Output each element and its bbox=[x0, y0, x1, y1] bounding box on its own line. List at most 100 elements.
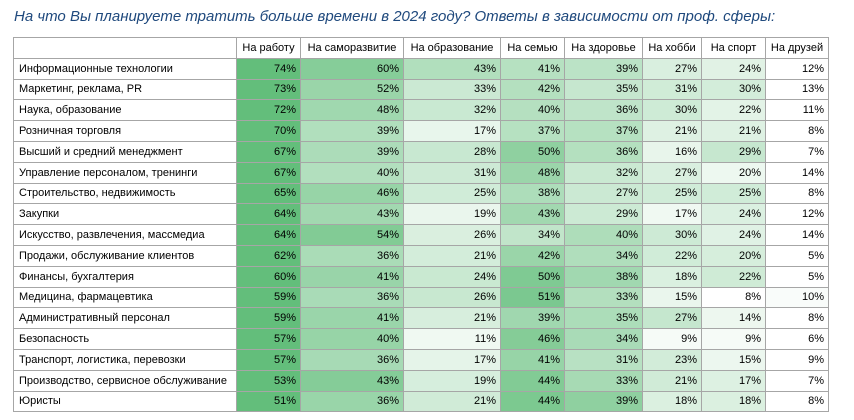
value-cell: 16% bbox=[642, 140, 702, 163]
value-cell: 17% bbox=[403, 348, 501, 371]
row-label: Закупки bbox=[13, 203, 237, 226]
table-row: Наука, образование 72% 48% 32% 40% 36% 30% 22% 1… bbox=[13, 99, 829, 122]
value-cell: 11% bbox=[403, 328, 501, 350]
corner-cell bbox=[13, 37, 237, 59]
column-header: На хобби bbox=[642, 37, 702, 59]
row-label: Продажи, обслуживание клиентов bbox=[13, 244, 237, 267]
value-cell: 25% bbox=[701, 182, 766, 205]
value-cell: 46% bbox=[500, 328, 565, 350]
value-cell: 39% bbox=[564, 57, 643, 80]
value-cell: 22% bbox=[701, 99, 766, 122]
value-cell: 43% bbox=[403, 57, 501, 80]
column-header: На работу bbox=[236, 37, 301, 59]
value-cell: 5% bbox=[765, 244, 829, 267]
value-cell: 24% bbox=[701, 224, 766, 246]
value-cell: 39% bbox=[300, 140, 404, 163]
value-cell: 41% bbox=[300, 307, 404, 330]
row-label: Искусство, развлечения, массмедиа bbox=[13, 224, 237, 246]
value-cell: 24% bbox=[701, 57, 766, 80]
value-cell: 8% bbox=[765, 390, 829, 413]
value-cell: 21% bbox=[642, 369, 702, 392]
value-cell: 25% bbox=[403, 182, 501, 205]
value-cell: 67% bbox=[236, 161, 301, 184]
value-cell: 42% bbox=[500, 78, 565, 101]
value-cell: 73% bbox=[236, 78, 301, 101]
value-cell: 36% bbox=[564, 140, 643, 163]
value-cell: 30% bbox=[701, 78, 766, 101]
value-cell: 7% bbox=[765, 140, 829, 163]
value-cell: 41% bbox=[500, 57, 565, 80]
value-cell: 19% bbox=[403, 369, 501, 392]
value-cell: 46% bbox=[300, 182, 404, 205]
value-cell: 35% bbox=[564, 307, 643, 330]
value-cell: 14% bbox=[765, 224, 829, 246]
value-cell: 38% bbox=[564, 265, 643, 288]
value-cell: 9% bbox=[642, 328, 702, 350]
value-cell: 36% bbox=[300, 286, 404, 309]
value-cell: 72% bbox=[236, 99, 301, 122]
value-cell: 40% bbox=[300, 161, 404, 184]
value-cell: 17% bbox=[701, 369, 766, 392]
value-cell: 21% bbox=[403, 307, 501, 330]
column-header: На семью bbox=[500, 37, 565, 59]
value-cell: 74% bbox=[236, 57, 301, 80]
column-header: На спорт bbox=[701, 37, 766, 59]
value-cell: 29% bbox=[564, 203, 643, 226]
value-cell: 27% bbox=[642, 307, 702, 330]
value-cell: 60% bbox=[300, 57, 404, 80]
table-row: Управление персоналом, тренинги 67% 40% 31%… bbox=[13, 161, 829, 184]
value-cell: 59% bbox=[236, 307, 301, 330]
value-cell: 70% bbox=[236, 120, 301, 142]
value-cell: 36% bbox=[300, 348, 404, 371]
value-cell: 10% bbox=[765, 286, 829, 309]
value-cell: 23% bbox=[642, 348, 702, 371]
row-label: Маркетинг, реклама, PR bbox=[13, 78, 237, 101]
value-cell: 21% bbox=[642, 120, 702, 142]
value-cell: 35% bbox=[564, 78, 643, 101]
value-cell: 42% bbox=[500, 244, 565, 267]
value-cell: 41% bbox=[500, 348, 565, 371]
row-label: Медицина, фармацевтика bbox=[13, 286, 237, 309]
value-cell: 31% bbox=[564, 348, 643, 371]
table-row: Производство, сервисное обслуживание 53% 4… bbox=[13, 369, 829, 392]
value-cell: 28% bbox=[403, 140, 501, 163]
value-cell: 30% bbox=[642, 99, 702, 122]
value-cell: 39% bbox=[300, 120, 404, 142]
value-cell: 12% bbox=[765, 203, 829, 226]
row-label: Информационные технологии bbox=[13, 57, 237, 80]
row-label: Безопасность bbox=[13, 328, 237, 350]
value-cell: 21% bbox=[701, 120, 766, 142]
value-cell: 17% bbox=[403, 120, 501, 142]
value-cell: 18% bbox=[701, 390, 766, 413]
value-cell: 26% bbox=[403, 224, 501, 246]
value-cell: 43% bbox=[300, 203, 404, 226]
value-cell: 39% bbox=[564, 390, 643, 413]
row-label: Управление персоналом, тренинги bbox=[13, 161, 237, 184]
value-cell: 37% bbox=[564, 120, 643, 142]
value-cell: 65% bbox=[236, 182, 301, 205]
table-row: Продажи, обслуживание клиентов 62% 36% 21% 4… bbox=[13, 244, 829, 267]
value-cell: 26% bbox=[403, 286, 501, 309]
value-cell: 50% bbox=[500, 140, 565, 163]
table-row: Строительство, недвижимость 65% 46% 25% 38% 2… bbox=[13, 182, 829, 205]
table-row: Безопасность 57% 40% 11% 46% 34% 9% 9% 6% bbox=[13, 328, 829, 350]
table-row: Медицина, фармацевтика 59% 36% 26% 51% 33% 15%… bbox=[13, 286, 829, 309]
value-cell: 51% bbox=[500, 286, 565, 309]
row-label: Производство, сервисное обслуживание bbox=[13, 369, 237, 392]
table-row: Розничная торговля 70% 39% 17% 37% 37% 21% 21% 8… bbox=[13, 120, 829, 142]
table-row: Высший и средний менеджмент 67% 39% 28% 50% 3… bbox=[13, 140, 829, 163]
value-cell: 9% bbox=[765, 348, 829, 371]
value-cell: 64% bbox=[236, 203, 301, 226]
value-cell: 11% bbox=[765, 99, 829, 122]
value-cell: 32% bbox=[564, 161, 643, 184]
value-cell: 40% bbox=[300, 328, 404, 350]
row-label: Наука, образование bbox=[13, 99, 237, 122]
value-cell: 54% bbox=[300, 224, 404, 246]
row-label: Административный персонал bbox=[13, 307, 237, 330]
value-cell: 15% bbox=[642, 286, 702, 309]
value-cell: 41% bbox=[300, 265, 404, 288]
value-cell: 24% bbox=[403, 265, 501, 288]
heatmap-table: На работу На саморазвитие На образование На… bbox=[13, 37, 829, 413]
value-cell: 40% bbox=[500, 99, 565, 122]
column-header: На здоровье bbox=[564, 37, 643, 59]
